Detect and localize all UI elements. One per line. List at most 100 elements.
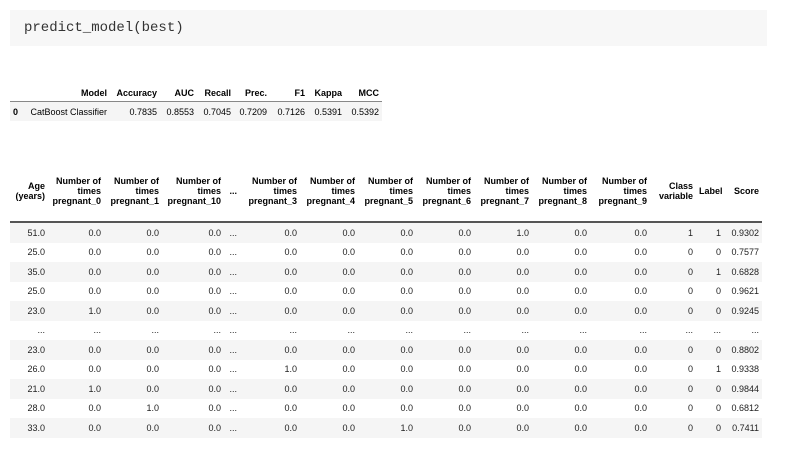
table-cell: 28.0	[27, 403, 45, 414]
table-cell: 21.0	[27, 383, 45, 394]
table-cell: 1.0	[88, 383, 101, 394]
table-cell: ...	[713, 325, 721, 336]
table-cell: 0.9338	[731, 364, 759, 375]
table-cell: 0	[687, 305, 693, 316]
table-cell: 0.0	[400, 227, 413, 238]
table-cell: ...	[229, 422, 237, 433]
table-cell: 1.0	[88, 305, 101, 316]
table-cell: 0.0	[634, 422, 647, 433]
table-cell: 0.0	[146, 305, 159, 316]
table-cell: 25.0	[27, 247, 45, 258]
table-cell: 0.0	[208, 266, 221, 277]
table-cell: 0	[715, 305, 721, 316]
table-body: 0 CatBoost Classifier 0.7835 0.8553 0.7045 0.…	[10, 101, 382, 121]
column-header: MCC	[345, 84, 382, 102]
table-cell: 0.0	[458, 364, 471, 375]
table-cell: 0.0	[284, 286, 297, 297]
table-cell: 0.0	[458, 247, 471, 258]
table-cell: 0	[715, 422, 721, 433]
table-cell: 0.0	[208, 383, 221, 394]
table-cell: 0.0	[400, 364, 413, 375]
table-cell: 0.6828	[731, 266, 759, 277]
table-cell: ...	[229, 383, 237, 394]
table-cell: 0.6812	[731, 403, 759, 414]
predictions-table: Age (years) Number of times pregnant_0 Num…	[10, 160, 762, 438]
table-cell: 0.0	[208, 305, 221, 316]
column-header: Age (years)	[10, 160, 48, 223]
table-cell: 0.0	[208, 247, 221, 258]
table-cell: 0.9621	[731, 286, 759, 297]
table-cell: ...	[685, 325, 693, 336]
table-cell: 0.0	[634, 383, 647, 394]
table-cell: 0.8553	[166, 106, 194, 117]
table-cell: 0.7045	[203, 106, 231, 117]
table-cell: 0	[687, 403, 693, 414]
table-cell: 0.0	[342, 422, 355, 433]
column-header: Model	[22, 84, 110, 102]
table-cell: 0.0	[208, 227, 221, 238]
column-header: Number of times pregnant_1	[104, 160, 162, 223]
table-cell: ...	[289, 325, 297, 336]
column-header: Label	[696, 160, 724, 223]
table-cell: 0	[715, 344, 721, 355]
table-cell: 0.0	[516, 364, 529, 375]
column-header: Number of times pregnant_4	[300, 160, 358, 223]
table-cell: 0.0	[342, 403, 355, 414]
table-row: 0 CatBoost Classifier 0.7835 0.8553 0.7045 0.…	[10, 101, 382, 121]
table-cell: 0.7835	[129, 106, 157, 117]
table-cell: 0.0	[400, 383, 413, 394]
table-cell: 0.0	[634, 247, 647, 258]
table-cell: ...	[229, 247, 237, 258]
table-cell: 0.0	[342, 305, 355, 316]
table-cell: 0.0	[146, 344, 159, 355]
table-cell: 0.0	[284, 422, 297, 433]
table-cell: 0.0	[88, 247, 101, 258]
column-header: Number of times pregnant_0	[48, 160, 104, 223]
table-cell: 0.0	[574, 266, 587, 277]
table-cell: 0.0	[574, 305, 587, 316]
table-cell: 0.0	[284, 305, 297, 316]
table-cell: 0.0	[400, 247, 413, 258]
table-cell: 23.0	[27, 305, 45, 316]
table-cell: 0	[715, 286, 721, 297]
table-cell: 1	[715, 364, 721, 375]
table-cell: 0.0	[146, 227, 159, 238]
table-cell: 0.0	[574, 403, 587, 414]
table-cell: 1	[715, 266, 721, 277]
column-header: Number of times pregnant_9	[590, 160, 650, 223]
table-row: 28.0 0.0 1.0 0.0... 0.0 0.0 0.0 0.0 0.0 0.0 0.0 0 0 0…	[10, 399, 762, 419]
table-cell: 26.0	[27, 364, 45, 375]
table-cell: 0.0	[458, 344, 471, 355]
table-cell: 0.0	[574, 344, 587, 355]
table-cell: ...	[229, 344, 237, 355]
table-cell: 0	[13, 106, 19, 117]
table-cell: 0.0	[88, 344, 101, 355]
table-cell: 0.0	[342, 344, 355, 355]
index-header	[10, 84, 22, 102]
table-cell: 0	[687, 286, 693, 297]
table-cell: 0.0	[458, 383, 471, 394]
table-cell: 1	[715, 227, 721, 238]
table-row: ........................................…	[10, 321, 762, 341]
table-cell: 0	[715, 383, 721, 394]
table-cell: 0.0	[208, 286, 221, 297]
column-header: Number of times pregnant_3	[240, 160, 300, 223]
table-cell: 0.0	[634, 305, 647, 316]
header-row: Model Accuracy AUC Recall Prec. F1 Kappa MCC	[10, 84, 382, 102]
table-row: 51.0 0.0 0.0 0.0... 0.0 0.0 0.0 0.0 1.0 0.0 0.0 1 1 0…	[10, 222, 762, 243]
table-cell: 0.7577	[731, 247, 759, 258]
table-cell: 0.0	[208, 403, 221, 414]
table-cell: 0.0	[284, 247, 297, 258]
column-header: Number of times pregnant_10	[162, 160, 224, 223]
table-cell: ...	[463, 325, 471, 336]
column-header: Number of times pregnant_5	[358, 160, 416, 223]
table-cell: 0.7209	[239, 106, 267, 117]
table-cell: 1.0	[284, 364, 297, 375]
table-cell: 0.0	[516, 422, 529, 433]
column-header: ...	[224, 160, 240, 223]
table-cell: 0.0	[208, 344, 221, 355]
code-cell: predict_model(best)	[10, 10, 767, 46]
table-cell: 0.0	[342, 227, 355, 238]
table-cell: 0.0	[516, 403, 529, 414]
table-cell: 0.0	[342, 286, 355, 297]
